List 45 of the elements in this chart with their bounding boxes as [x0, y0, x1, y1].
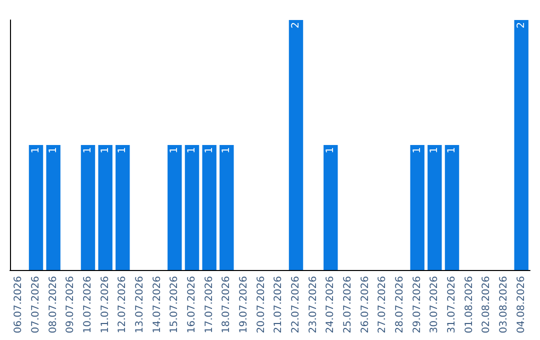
data-label: 2 [290, 22, 302, 28]
data-label: 1 [100, 147, 111, 154]
data-label: 1 [446, 147, 458, 154]
x-tick-label: 18.07.2026 [221, 276, 232, 334]
x-tick-label: 10.07.2026 [82, 276, 94, 334]
data-label: 1 [186, 147, 198, 154]
x-tick-label: 21.07.2026 [273, 276, 284, 334]
x-tick-label: 11.07.2026 [100, 276, 111, 334]
x-tick-label: 26.07.2026 [360, 276, 371, 334]
x-tick-label: 01.08.2026 [464, 276, 475, 334]
x-tick-label: 16.07.2026 [186, 276, 198, 334]
data-label: 1 [429, 147, 440, 154]
x-tick-label: 19.07.2026 [238, 276, 250, 334]
x-tick-label: 04.08.2026 [516, 276, 527, 334]
data-label: 1 [30, 147, 42, 154]
x-tick-label: 24.07.2026 [325, 276, 336, 334]
x-tick-label: 25.07.2026 [342, 276, 354, 334]
data-label: 1 [82, 147, 94, 154]
data-label: 1 [48, 147, 59, 154]
data-label: 2 [516, 22, 527, 28]
data-label: 1 [204, 147, 215, 154]
x-tick-label: 17.07.2026 [204, 276, 215, 334]
x-tick-label: 15.07.2026 [169, 276, 180, 334]
x-tick-label: 22.07.2026 [290, 276, 302, 334]
x-tick-label: 03.08.2026 [498, 276, 510, 334]
data-label: 1 [221, 147, 232, 154]
data-label: 1 [325, 147, 336, 154]
x-tick-label: 31.07.2026 [446, 276, 458, 334]
x-tick-label: 13.07.2026 [134, 276, 146, 334]
x-tick-label: 28.07.2026 [394, 276, 406, 334]
x-tick-label: 07.07.2026 [30, 276, 42, 334]
x-tick-label: 06.07.2026 [13, 276, 24, 334]
x-tick-label: 23.07.2026 [308, 276, 319, 334]
x-tick-label: 09.07.2026 [65, 276, 76, 334]
x-tick-label: 14.07.2026 [152, 276, 163, 334]
x-tick-label: 20.07.2026 [256, 276, 267, 334]
x-tick-label: 02.08.2026 [481, 276, 492, 334]
data-label: 1 [169, 147, 180, 154]
x-tick-label: 12.07.2026 [117, 276, 128, 334]
data-label: 1 [412, 147, 423, 154]
x-tick-label: 30.07.2026 [429, 276, 440, 334]
x-tick-label: 08.07.2026 [48, 276, 59, 334]
x-tick-label: 29.07.2026 [412, 276, 423, 334]
data-label: 1 [117, 147, 128, 154]
x-tick-label: 27.07.2026 [377, 276, 388, 334]
